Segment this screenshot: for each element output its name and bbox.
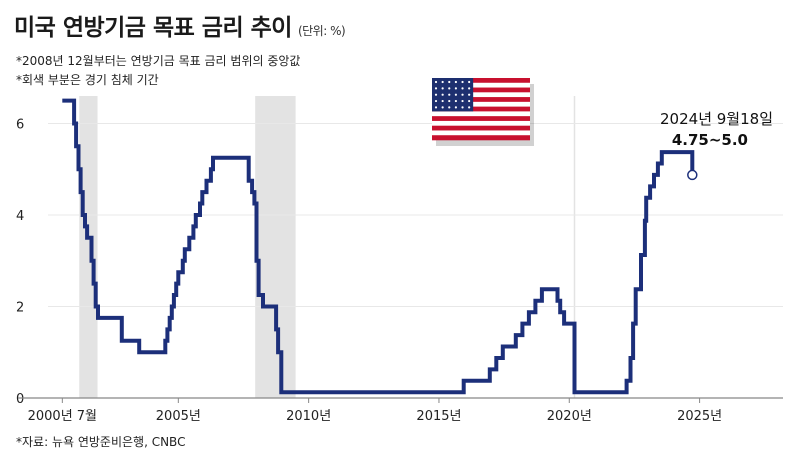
- flag-star: [454, 87, 457, 90]
- flag-star: [454, 80, 457, 84]
- source-note: *자료: 뉴욕 연방준비은행, CNBC: [16, 435, 186, 449]
- flag-stripe: [432, 106, 530, 112]
- flag-star: [434, 80, 438, 84]
- y-tick-label: 0: [16, 392, 24, 407]
- note-recession: *회색 부분은 경기 침체 기간: [16, 73, 159, 87]
- flag-stripe: [432, 78, 530, 84]
- recession-layer: [79, 96, 296, 398]
- flag-stripe: [432, 130, 530, 136]
- label-layer: 2024년 9월18일 4.75~5.0: [660, 110, 773, 149]
- flag-stripe: [432, 101, 530, 107]
- flag-star: [448, 80, 451, 84]
- flag-star: [448, 87, 451, 90]
- flag-star: [468, 93, 471, 96]
- end-point-marker: [687, 169, 698, 181]
- flag-star: [461, 80, 464, 84]
- unit-label: (단위: %): [297, 24, 346, 38]
- flag-star: [434, 87, 438, 90]
- flag-star: [434, 93, 438, 96]
- flag-stripe: [432, 125, 530, 131]
- x-tick-label: 2000년 7월: [28, 409, 97, 424]
- flag-stripe: [432, 111, 530, 117]
- us-flag-icon: [432, 78, 534, 146]
- flag-stripe: [432, 92, 530, 98]
- flag-star: [441, 87, 444, 90]
- flag-star: [441, 99, 444, 103]
- flag-stripe: [432, 87, 530, 93]
- annotation-date: 2024년 9월18일: [660, 110, 773, 128]
- x-tick-label: 2020년: [547, 409, 592, 424]
- y-tick-label: 2: [16, 300, 24, 315]
- flag-star: [441, 106, 444, 109]
- flag-star: [461, 99, 464, 103]
- x-tick-label: 2010년: [286, 409, 331, 424]
- y-tick-label: 6: [16, 117, 24, 132]
- x-tick-label: 2015년: [416, 409, 461, 424]
- flag-canton: [432, 78, 474, 112]
- flag-stripe: [432, 120, 530, 126]
- flag-star: [454, 93, 457, 96]
- flag-star: [441, 93, 444, 96]
- flag-star: [461, 87, 464, 90]
- rate-line: [62, 98, 695, 395]
- chart-title: 미국 연방기금 목표 금리 추이 (단위: %): [14, 8, 346, 42]
- flag-star: [454, 99, 457, 103]
- flag-star: [448, 106, 451, 109]
- axis-layer: 0 2 4 6 2000년 7월 2005년 2010년 2015년 2020년 2025년: [16, 117, 783, 424]
- x-tick-label: 2005년: [156, 409, 201, 424]
- chart-title-text: 미국 연방기금 목표 금리 추이: [14, 15, 292, 41]
- flag-stripe: [432, 97, 530, 103]
- recession-band: [79, 96, 98, 398]
- flag-star: [461, 106, 464, 109]
- flag-star: [448, 93, 451, 96]
- flag-star: [434, 99, 438, 103]
- flag-star: [468, 99, 471, 103]
- recession-band: [255, 96, 296, 398]
- flag-star: [448, 99, 451, 103]
- flag-star: [434, 106, 438, 109]
- note-median: *2008년 12월부터는 연방기금 목표 금리 범위의 중앙값: [16, 54, 301, 68]
- flag-stripe: [432, 116, 530, 122]
- annotation-value: 4.75~5.0: [672, 131, 748, 149]
- line-layer: [62, 98, 698, 395]
- flag-star: [461, 93, 464, 96]
- flag-stripe: [432, 135, 530, 141]
- flag-star: [454, 106, 457, 109]
- flag-star: [468, 80, 471, 84]
- y-tick-label: 4: [16, 209, 24, 224]
- flag-star: [441, 80, 444, 84]
- flag-stripe: [432, 82, 530, 88]
- x-tick-label: 2025년: [677, 409, 722, 424]
- flag-star: [468, 87, 471, 90]
- flag-star: [468, 106, 471, 109]
